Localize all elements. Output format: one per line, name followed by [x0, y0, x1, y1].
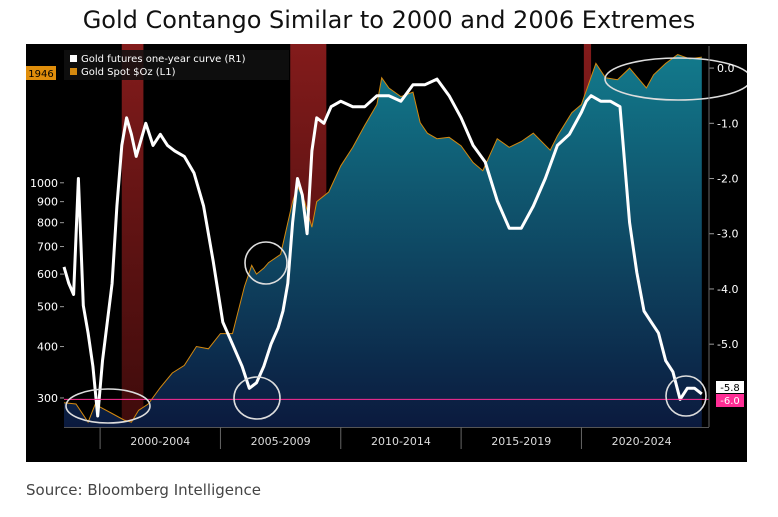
last-curve-value-label: -5.8	[720, 383, 740, 394]
y-left-tick-label: 700	[37, 241, 58, 254]
legend-label-curve: Gold futures one-year curve (R1)	[81, 54, 246, 65]
y-left-tick-label: 1000	[30, 177, 58, 190]
last-curve-value-badge	[716, 381, 744, 393]
chart-panel: 2000-2004 2005-2009 2010-2014 2015-2019 2020…	[26, 44, 752, 462]
y-left-tick-label: 900	[37, 196, 58, 209]
highlight-circle	[233, 376, 281, 420]
highlight-circle	[65, 388, 151, 424]
x-axis-line	[64, 427, 709, 428]
gold-spot-line	[63, 53, 702, 424]
chart-title: Gold Contango Similar to 2000 and 2006 E…	[82, 6, 696, 34]
chart-svg: 2000-2004 2005-2009 2010-2014 2015-2019 2020…	[26, 44, 752, 462]
last-gold-price-label: 1946	[28, 69, 53, 80]
last-gold-price-badge	[26, 66, 56, 80]
legend-swatch-gold	[70, 68, 77, 75]
y-left-tick-label: 600	[37, 268, 58, 281]
x-tick-label: 2010-2014	[371, 435, 431, 448]
y-left-tick-label: 400	[37, 341, 58, 354]
y-left-tick-label: 500	[37, 301, 58, 314]
shaded-period	[121, 44, 144, 427]
x-tick-label: 2000-2004	[130, 435, 190, 448]
y-right-tick-label: 0.0	[717, 62, 735, 75]
ref-value-label: -6.0	[720, 396, 740, 407]
highlight-circle	[665, 375, 707, 417]
y-right-tick-label: -3.0	[717, 228, 738, 241]
y-left-tick-label: 300	[37, 392, 58, 405]
legend: Gold futures one-year curve (R1) Gold Sp…	[64, 50, 289, 80]
legend-label-gold: Gold Spot $Oz (L1)	[81, 67, 176, 78]
highlight-circle	[244, 241, 288, 285]
y-right-tick-label: -1.0	[717, 117, 738, 130]
x-tick-label: 2015-2019	[491, 435, 551, 448]
y-left-tick-label: 800	[37, 217, 58, 230]
x-tick-label: 2020-2024	[612, 435, 672, 448]
ref-value-badge	[716, 394, 744, 407]
futures-curve-line	[62, 77, 703, 418]
source-note: Source: Bloomberg Intelligence	[26, 481, 261, 499]
y-right-tick-label: -5.0	[717, 338, 738, 351]
legend-swatch-curve	[70, 55, 77, 62]
x-tick-label: 2005-2009	[251, 435, 311, 448]
y-right-tick-label: -4.0	[717, 283, 738, 296]
y-right-tick-label: -2.0	[717, 173, 738, 186]
